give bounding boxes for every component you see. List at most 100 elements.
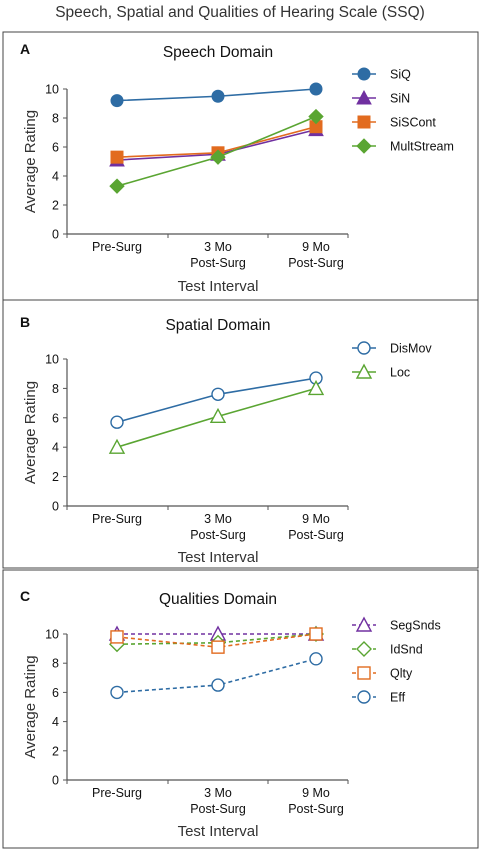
panel-c-ytick-label: 8 — [52, 657, 59, 671]
panel-c-xtick-label: Pre-Surg — [92, 786, 142, 800]
panel-a-legend-marker — [357, 67, 371, 81]
panel-a-legend-label: SiQ — [390, 68, 411, 82]
panel-b-xtick-label: Pre-Surg — [92, 512, 142, 526]
panel-a-ytick-label: 8 — [52, 112, 59, 126]
panel-a-ytick-label: 6 — [52, 141, 59, 155]
panel-c-point-eff — [110, 685, 124, 700]
panel-a-xtick-label: 3 Mo Post-Surg — [190, 240, 246, 270]
panel-b-ytick-label: 0 — [52, 500, 59, 514]
panel-c-ytick-label: 2 — [52, 744, 59, 758]
panel-c-legend-marker — [357, 666, 371, 680]
panel-b-letter: B — [20, 314, 30, 330]
panel-b-legend-item: Loc — [352, 363, 410, 380]
panel-c-series-eff — [110, 652, 323, 700]
panel-b-y-axis-title: Average Rating — [22, 381, 39, 484]
panel-c-point-qlty — [309, 627, 323, 641]
panel-a-point-multstream — [210, 149, 226, 165]
panel-b-ytick-label: 4 — [52, 441, 59, 455]
panel-b-xtick-label: 3 Mo Post-Surg — [190, 512, 246, 542]
panel-b-series-loc — [108, 379, 325, 454]
panel-b-point-loc — [108, 438, 126, 454]
panel-a-legend-item: SiQ — [352, 67, 411, 82]
panel-a-point-siscont — [110, 150, 124, 164]
panel-a-legend-item: MultStream — [352, 138, 454, 154]
panel-c-legend-marker — [357, 690, 371, 704]
panel-b-legend-label: Loc — [390, 366, 410, 380]
panel-c: C Qualities Domain 0 2 4 6 8 10 Pre-Surg 3 Mo Post… — [2, 569, 479, 849]
panel-c-point-qlty — [110, 630, 124, 644]
panel-c-legend-label: IdSnd — [390, 643, 423, 657]
panel-a-legend-label: SiN — [390, 92, 410, 106]
panel-c-letter: C — [20, 588, 30, 604]
panel-a-legend-label: MultStream — [390, 140, 454, 154]
panel-b-legend-marker — [355, 363, 373, 379]
panel-a-series-siq — [110, 82, 323, 108]
panel-c-frame — [2, 569, 479, 849]
panel-b: B Spatial Domain 0 2 4 6 8 10 Pre-Surg 3 Mo Post-S… — [2, 299, 479, 569]
figure-title: Speech, Spatial and Qualities of Hearing… — [55, 4, 425, 21]
panel-c-ytick-label: 4 — [52, 715, 59, 729]
panel-a: A Speech Domain 0 2 4 6 8 10 Pre-Surg 3 Mo Post-Su… — [2, 31, 479, 301]
panel-c-xtick-label: 3 Mo Post-Surg — [190, 786, 246, 816]
panel-a-point-multstream — [109, 178, 125, 194]
panel-a-ytick-label: 2 — [52, 199, 59, 213]
panel-b-legend-marker — [357, 341, 371, 355]
panel-c-legend-item: SegSnds — [352, 616, 441, 633]
panel-b-point-loc — [209, 407, 227, 424]
panel-c-legend-marker — [356, 641, 372, 657]
panel-b-point-dismov — [110, 415, 124, 429]
panel-c-point-eff — [309, 652, 323, 666]
panel-b-legend-label: DisMov — [390, 342, 432, 356]
panel-c-legend-label: Eff — [390, 691, 406, 705]
panel-a-legend-item: SiSCont — [352, 115, 436, 130]
panel-a-legend-label: SiSCont — [390, 116, 436, 130]
panel-a-ytick-label: 4 — [52, 170, 59, 184]
panel-a-y-axis-title: Average Rating — [22, 110, 39, 213]
panel-b-x-axis-title: Test Interval — [178, 549, 259, 566]
panel-b-point-loc — [307, 379, 325, 396]
panel-a-letter: A — [20, 41, 30, 57]
panel-b-series-dismov — [110, 371, 323, 429]
panel-a-title: Speech Domain — [163, 44, 273, 61]
panel-a-x-axis-title: Test Interval — [178, 278, 259, 295]
panel-c-y-axis-title: Average Rating — [22, 655, 39, 758]
panel-c-point-qlty — [211, 640, 225, 654]
panel-c-xtick-label: 9 Mo Post-Surg — [288, 786, 344, 816]
panel-a-legend-marker — [356, 138, 372, 154]
panel-b-frame — [2, 299, 479, 569]
panel-c-ytick-label: 10 — [45, 628, 59, 642]
panel-a-ytick-label: 10 — [45, 83, 59, 97]
panel-c-series-qlty — [110, 627, 323, 654]
panel-c-ytick-label: 6 — [52, 686, 59, 700]
panel-a-point-siq — [309, 82, 323, 96]
panel-a-legend-marker — [356, 89, 372, 105]
panel-a-series-multstream — [109, 108, 324, 194]
panel-a-legend-marker — [357, 115, 371, 129]
panel-b-xtick-label: 9 Mo Post-Surg — [288, 512, 344, 542]
panel-a-point-siq — [110, 94, 124, 108]
panel-c-legend-label: Qlty — [390, 667, 413, 681]
panel-b-ytick-label: 8 — [52, 382, 59, 396]
panel-c-point-eff — [211, 678, 225, 692]
panel-c-legend-item: Eff — [352, 690, 406, 705]
panel-c-legend-item: Qlty — [352, 666, 413, 681]
panel-b-point-dismov — [211, 387, 225, 401]
panel-a-legend-item: SiN — [352, 89, 410, 106]
panel-b-legend-item: DisMov — [352, 341, 432, 356]
panel-c-x-axis-title: Test Interval — [178, 823, 259, 840]
panel-a-point-multstream — [308, 108, 324, 125]
panel-a-ytick-label: 0 — [52, 228, 59, 242]
panel-c-legend-label: SegSnds — [390, 619, 441, 633]
panel-b-ytick-label: 6 — [52, 411, 59, 425]
panel-a-xtick-label: 9 Mo Post-Surg — [288, 240, 344, 270]
panel-c-legend-marker — [355, 616, 373, 632]
panel-b-ytick-label: 10 — [45, 353, 59, 367]
panel-b-ytick-label: 2 — [52, 470, 59, 484]
panel-c-title: Qualities Domain — [159, 591, 277, 608]
panel-c-legend-item: IdSnd — [352, 641, 423, 657]
panel-a-point-siq — [211, 89, 225, 103]
panel-c-ytick-label: 0 — [52, 774, 59, 788]
panel-a-xtick-label: Pre-Surg — [92, 240, 142, 254]
panel-b-title: Spatial Domain — [165, 317, 270, 334]
